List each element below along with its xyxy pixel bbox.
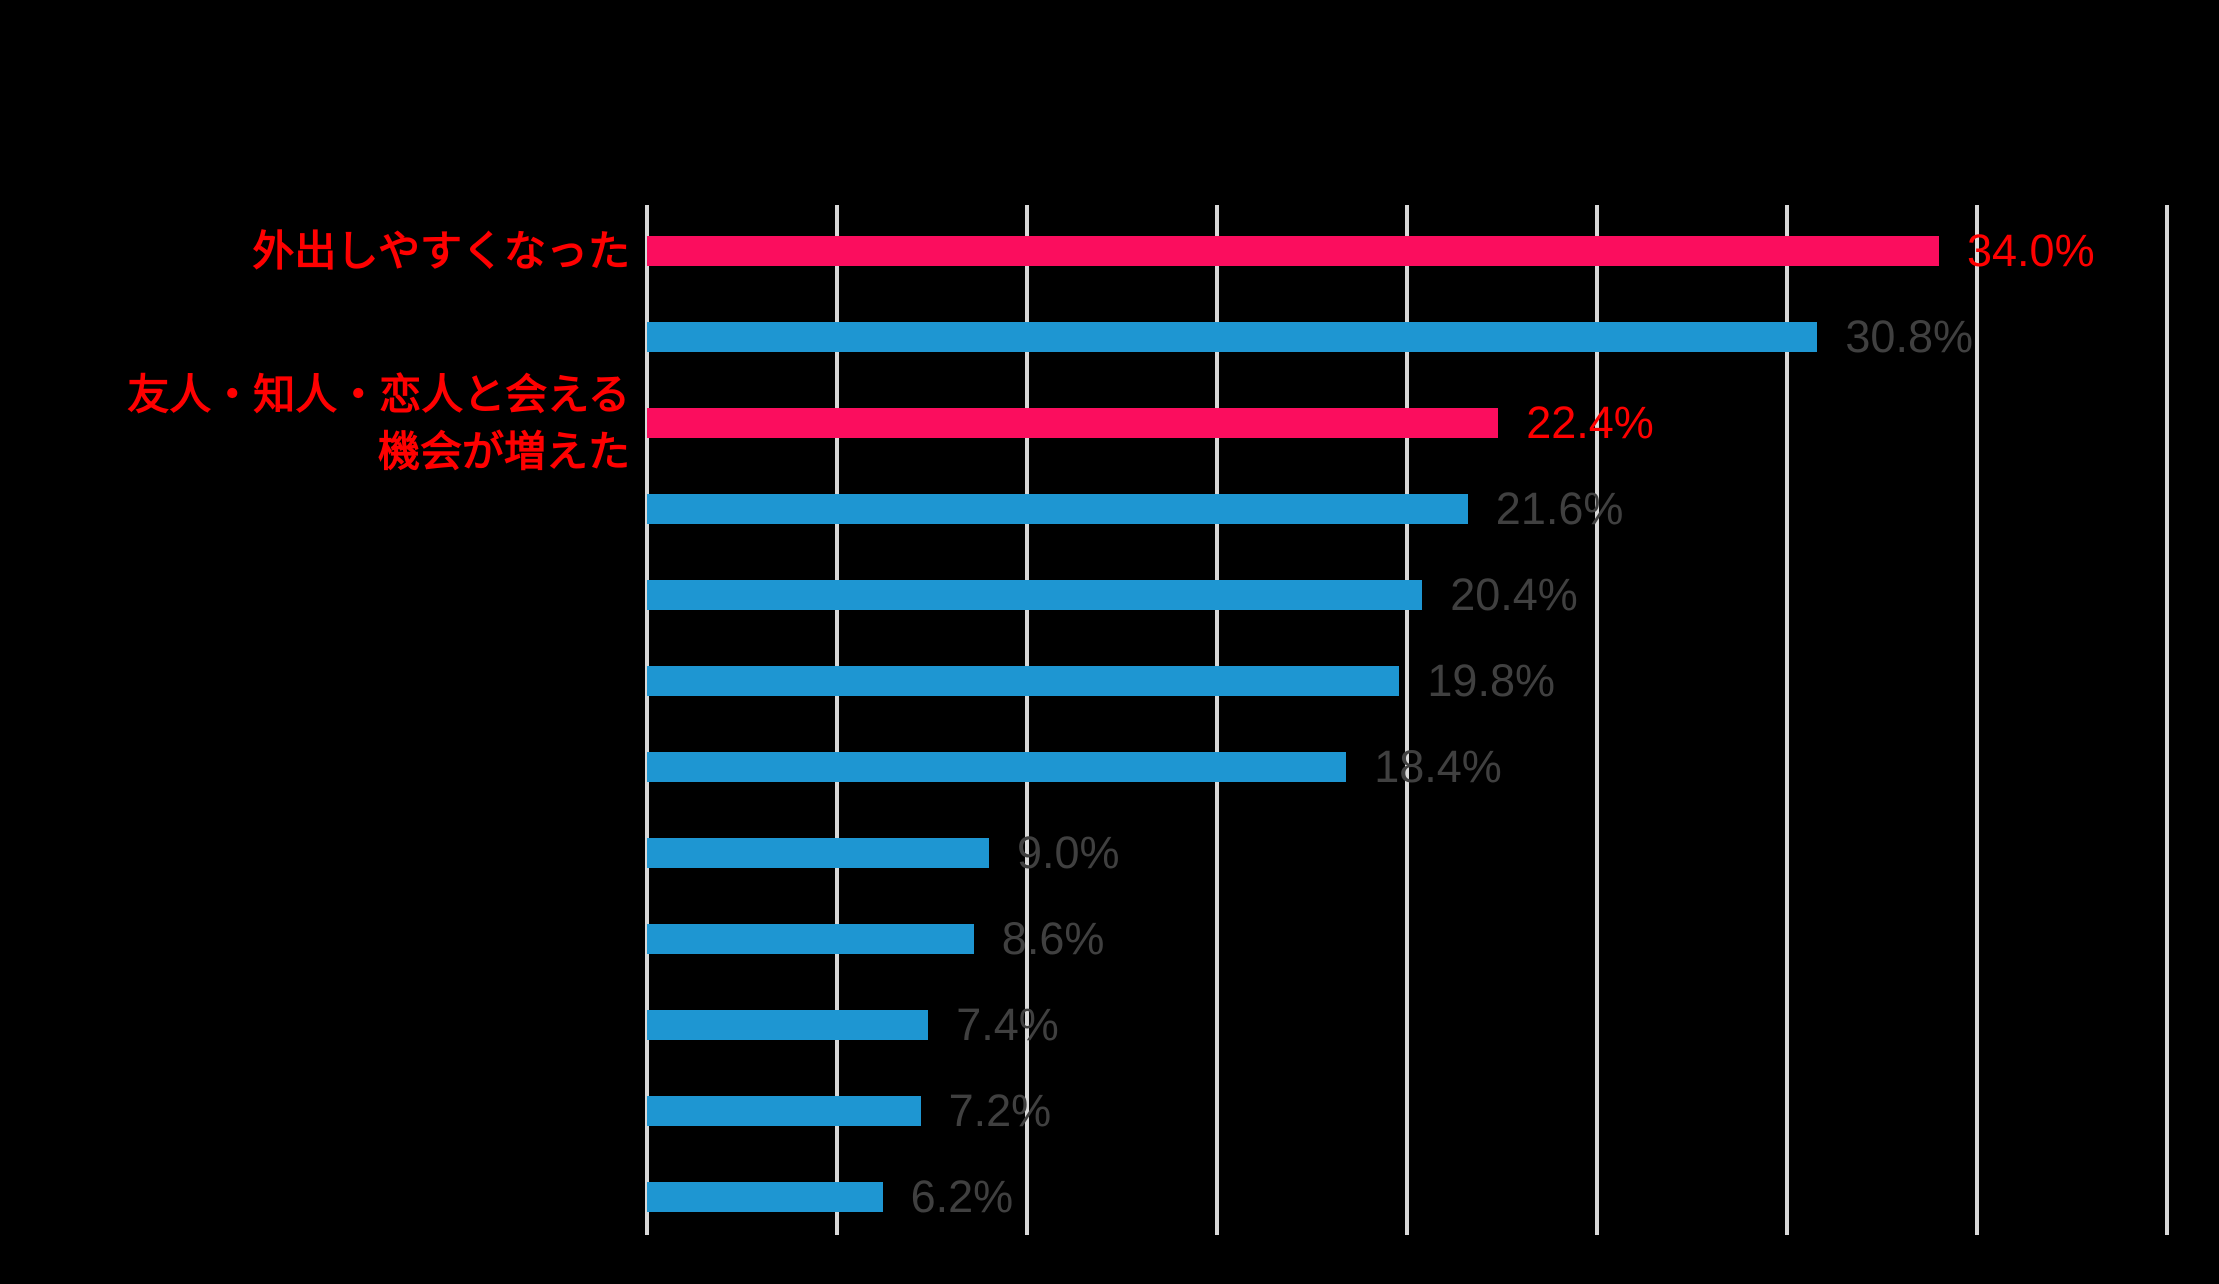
bar	[647, 1010, 929, 1040]
bar-value: 6.2%	[910, 1171, 1014, 1222]
bar-value: 8.6%	[1001, 913, 1105, 964]
bar	[647, 924, 974, 954]
bar	[647, 322, 1818, 352]
bar-value: 7.2%	[948, 1085, 1052, 1136]
bar-category-label: 友人・知人・恋人と会える 機会が増えた	[127, 371, 630, 475]
bar-value: 18.4%	[1374, 741, 1502, 792]
bar-value: 19.8%	[1427, 655, 1555, 706]
gridline	[1025, 205, 1029, 1235]
gridline	[2165, 205, 2169, 1235]
gridline	[1215, 205, 1219, 1235]
bar-value: 9.0%	[1017, 827, 1120, 878]
bar-category-label: 外出しやすくなった	[252, 227, 630, 275]
bar-value: 7.4%	[956, 999, 1059, 1050]
bar	[647, 580, 1423, 610]
gridline	[1405, 205, 1409, 1235]
bar-value: 21.6%	[1495, 483, 1624, 534]
bar	[647, 494, 1468, 524]
bar-value: 22.4%	[1526, 397, 1654, 448]
bar	[647, 1096, 921, 1126]
gridline	[1975, 205, 1979, 1235]
gridline	[835, 205, 839, 1235]
bar	[647, 752, 1347, 782]
gridline	[1785, 205, 1789, 1235]
bar	[647, 838, 989, 868]
bar-value: 20.4%	[1450, 569, 1578, 620]
gridline	[645, 205, 649, 1235]
bar-value: 30.8%	[1845, 311, 1973, 362]
gridline	[1595, 205, 1599, 1235]
bar-value: 34.0%	[1967, 225, 2095, 276]
bar	[647, 1182, 883, 1212]
bar	[647, 236, 1939, 266]
bar	[647, 408, 1499, 438]
bar	[647, 666, 1400, 696]
